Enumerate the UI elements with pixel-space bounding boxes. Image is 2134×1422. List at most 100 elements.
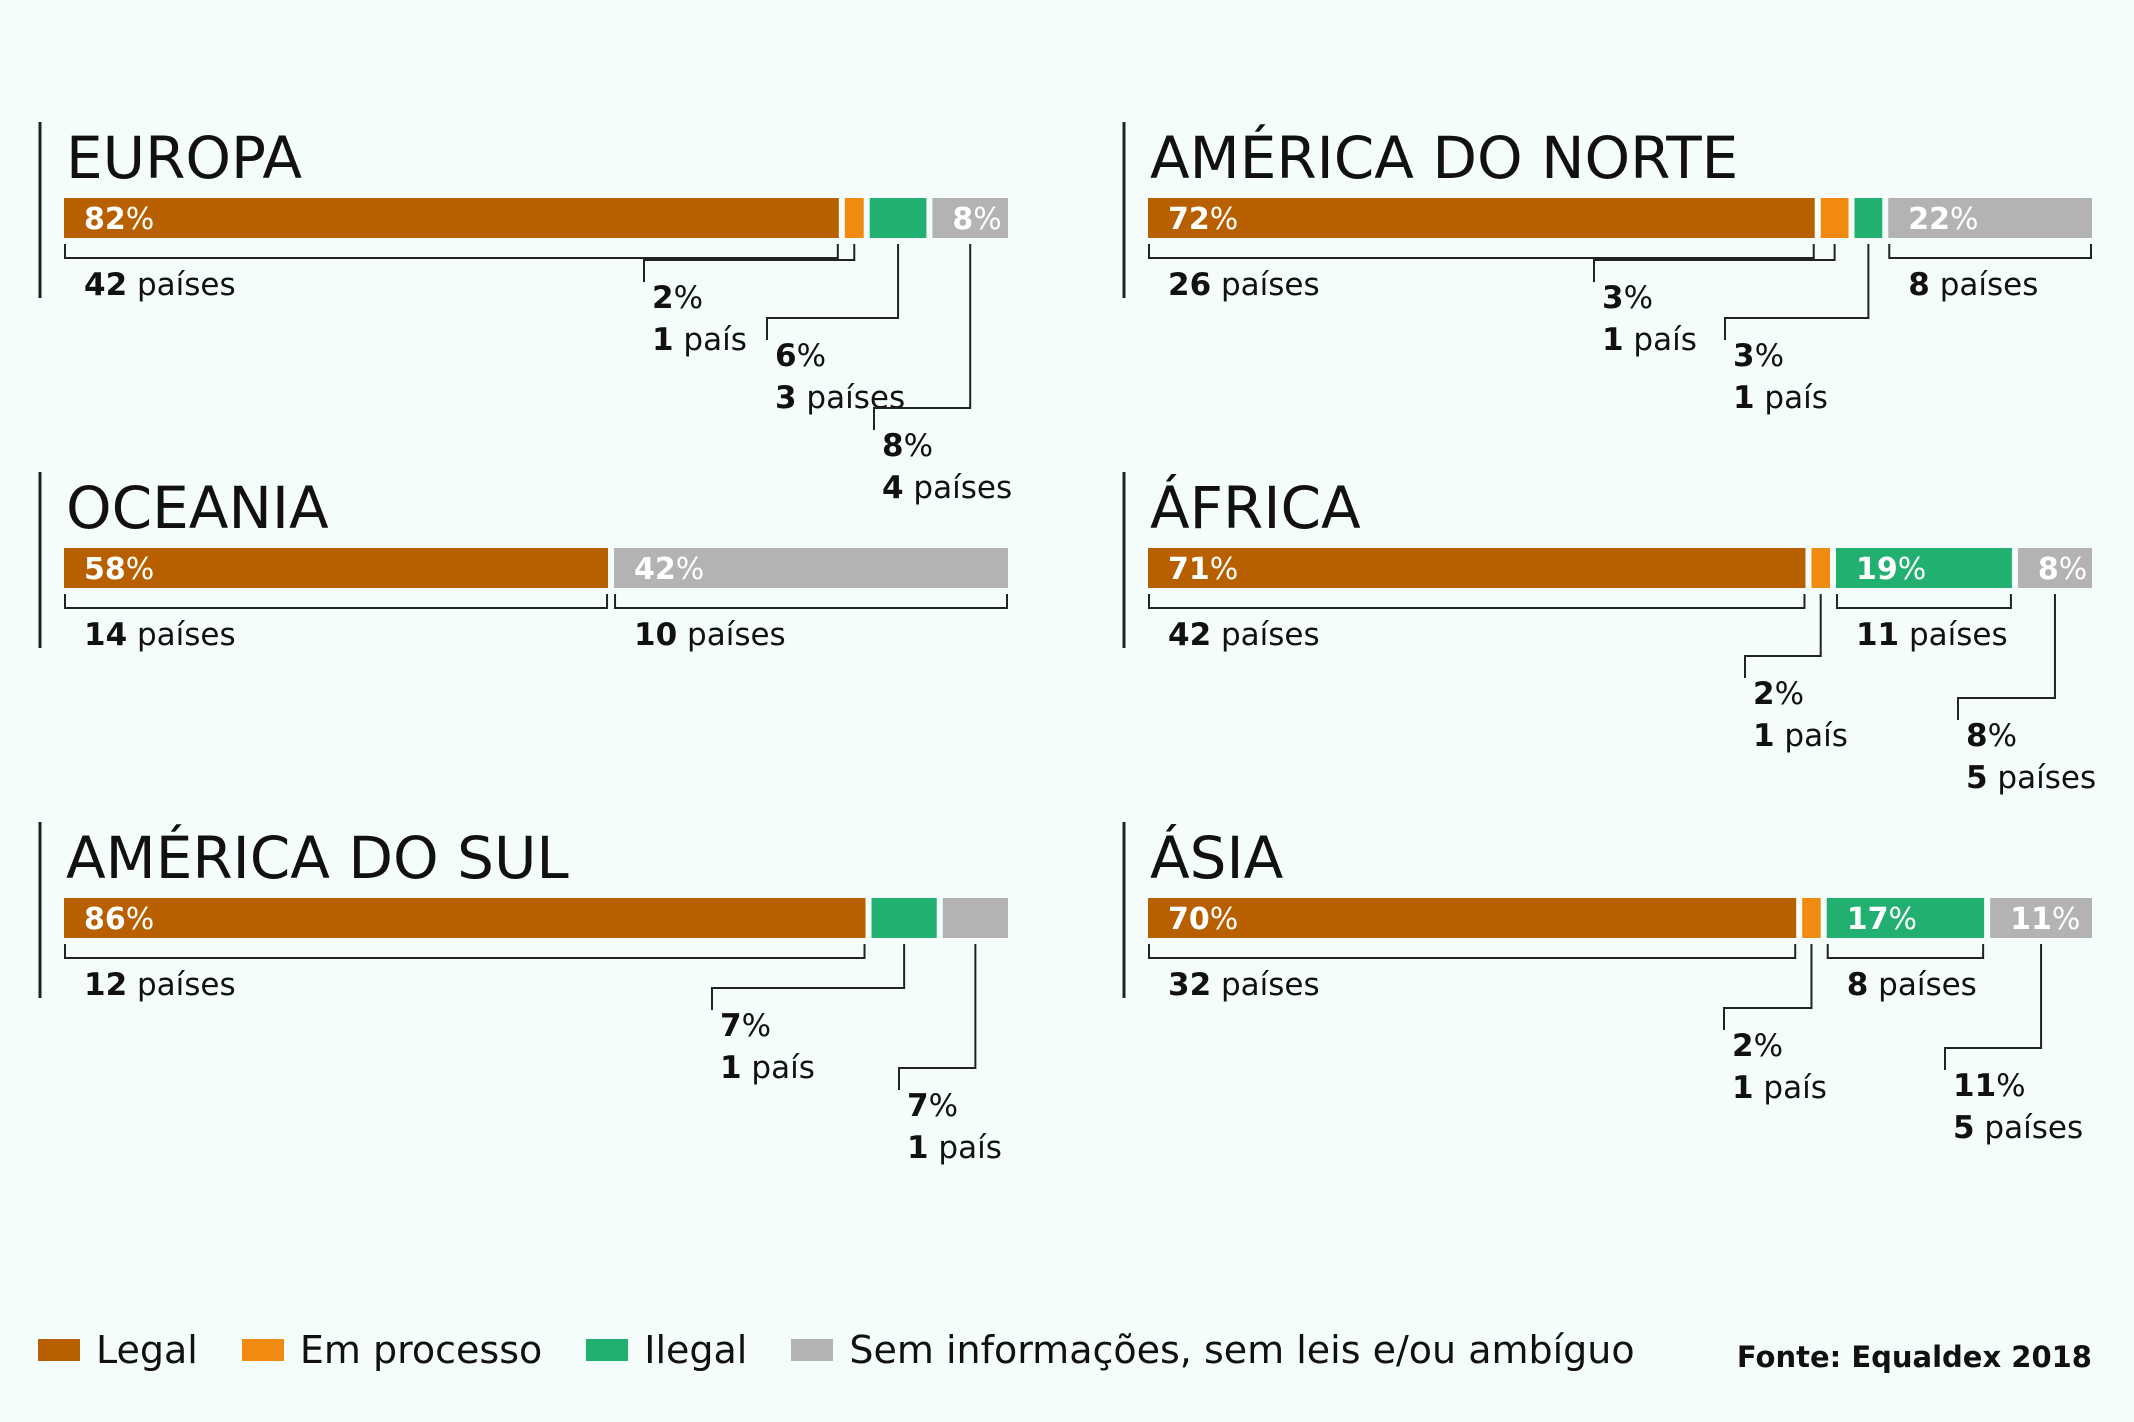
region-2-pct-label-sem: 22% [1908,202,1978,237]
region-2-bracket-legal [1148,244,1815,259]
region-4-bar-sem [2017,548,2092,588]
region-4-leader-sem [1957,594,2056,720]
region-4-callout-pct-processo: 2% [1753,676,1804,712]
region-6-leader-processo [1723,944,1813,1030]
region-5-count-label-legal: 12 países [84,967,236,1003]
region-5-title: AMÉRICA DO SUL [66,823,569,892]
region-6-bar-processo [1802,898,1821,938]
region-4-bracket-legal [1148,594,1806,609]
region-2-pct-label-legal: 72% [1168,202,1238,237]
region-6-leader-sem [1944,944,2043,1070]
region-6-pct-label-legal: 70% [1168,902,1238,937]
region-1-count-label-legal: 42 países [84,267,236,303]
legend: Legal Em processo Ilegal Sem informações… [38,1328,1679,1372]
region-1-title: EUROPA [66,124,302,192]
region-1-callout-pct-processo: 2% [652,280,703,316]
region-4-bar-processo [1811,548,1830,588]
region-1-leader-processo [643,244,856,282]
region-4-count-label-legal: 42 países [1168,617,1320,653]
legend-label-legal: Legal [96,1328,198,1372]
region-2-callout-count-ilegal: 1 país [1733,380,1828,416]
region-6-title: ÁSIA [1150,823,1284,892]
region-5-callout-count-sem: 1 país [907,1130,1002,1166]
legend-label-ilegal: Ilegal [644,1328,748,1372]
region-5-bar-ilegal [871,898,937,938]
region-4-bracket-ilegal [1835,594,2012,609]
legend-swatch-sem [791,1339,834,1361]
region-2-bar-processo [1820,198,1849,238]
region-5-pct-label-legal: 86% [84,902,154,937]
region-2-bar-legal [1148,198,1815,238]
region-5-leader-sem [898,944,977,1090]
region-2-callout-pct-ilegal: 3% [1733,338,1784,374]
region-4-leader-processo [1744,594,1822,678]
region-2-leader-ilegal [1724,244,1870,340]
region-5-bar-sem [942,898,1008,938]
legend-item-processo: Em processo [241,1328,543,1372]
region-3-bracket-legal [64,594,609,609]
region-3-count-label-legal: 14 países [84,617,236,653]
region-2-callout-count-processo: 1 país [1602,322,1697,358]
region-2-callout-pct-processo: 3% [1602,280,1653,316]
region-2-bracket-sem [1888,244,2092,259]
region-1-leader-sem [873,244,972,430]
source-credit: Fonte: Equaldex 2018 [1736,1340,2092,1374]
region-2-bar-sem [1888,198,2092,238]
region-4-callout-count-sem: 5 países [1966,760,2096,796]
legend-item-legal: Legal [38,1328,198,1372]
region-5-callout-pct-sem: 7% [907,1088,958,1124]
region-6-pct-label-ilegal: 17% [1847,902,1917,937]
region-1-bar-legal [64,198,839,238]
region-4-callout-count-processo: 1 país [1753,718,1848,754]
legend-label-sem: Sem informações, sem leis e/ou ambíguo [849,1328,1635,1372]
region-3-pct-label-sem: 42% [634,552,704,587]
region-6-bracket-ilegal [1826,944,1985,959]
region-2-bar-ilegal [1854,198,1883,238]
region-1-leader-ilegal [766,244,900,340]
region-1-callout-pct-ilegal: 6% [775,338,826,374]
region-6-callout-count-sem: 5 países [1953,1110,2083,1146]
region-1-callout-count-ilegal: 3 países [775,380,905,416]
region-4-title: ÁFRICA [1150,473,1361,542]
legend-item-sem: Sem informações, sem leis e/ou ambíguo [791,1328,1635,1372]
legend-swatch-legal [38,1339,80,1361]
region-3-bar-sem [614,548,1008,588]
region-6-callout-pct-processo: 2% [1732,1028,1783,1064]
region-4-pct-label-ilegal: 19% [1856,552,1926,587]
region-5-bar-legal [64,898,866,938]
legend-label-processo: Em processo [299,1328,543,1372]
legend-swatch-ilegal [586,1339,629,1361]
region-4-pct-label-sem: 8% [2038,552,2087,587]
region-1-bar-processo [844,198,864,238]
region-3-bracket-sem [614,594,1008,609]
legend-swatch-processo [241,1339,284,1361]
region-4-bar-ilegal [1835,548,2012,588]
region-6-bar-ilegal [1826,898,1985,938]
region-4-count-label-ilegal: 11 países [1856,617,2008,653]
region-1-pct-label-legal: 82% [84,202,154,237]
region-6-bar-sem [1990,898,2092,938]
region-1-bracket-legal [64,244,839,259]
region-6-bracket-legal [1148,944,1797,959]
region-4-callout-pct-sem: 8% [1966,718,2017,754]
region-2-count-label-sem: 8 países [1908,267,2038,303]
region-4-pct-label-legal: 71% [1168,552,1238,587]
region-6-callout-count-processo: 1 país [1732,1070,1827,1106]
region-6-callout-pct-sem: 11% [1953,1068,2026,1104]
region-1-pct-label-sem: 8% [952,202,1001,237]
region-1-bar-ilegal [869,198,927,238]
region-2-count-label-legal: 26 países [1168,267,1320,303]
region-3-title: OCEANIA [66,474,329,542]
region-5-callout-count-ilegal: 1 país [720,1050,815,1086]
region-6-count-label-ilegal: 8 países [1847,967,1977,1003]
region-2-title: AMÉRICA DO NORTE [1150,123,1738,192]
region-3-bar-legal [64,548,609,588]
region-3-pct-label-legal: 58% [84,552,154,587]
region-1-callout-pct-sem: 8% [882,428,933,464]
region-6-bar-legal [1148,898,1797,938]
region-1-callout-count-processo: 1 país [652,322,747,358]
region-6-count-label-legal: 32 países [1168,967,1320,1003]
region-1-callout-count-sem: 4 países [882,470,1012,506]
region-5-bracket-legal [64,944,866,959]
